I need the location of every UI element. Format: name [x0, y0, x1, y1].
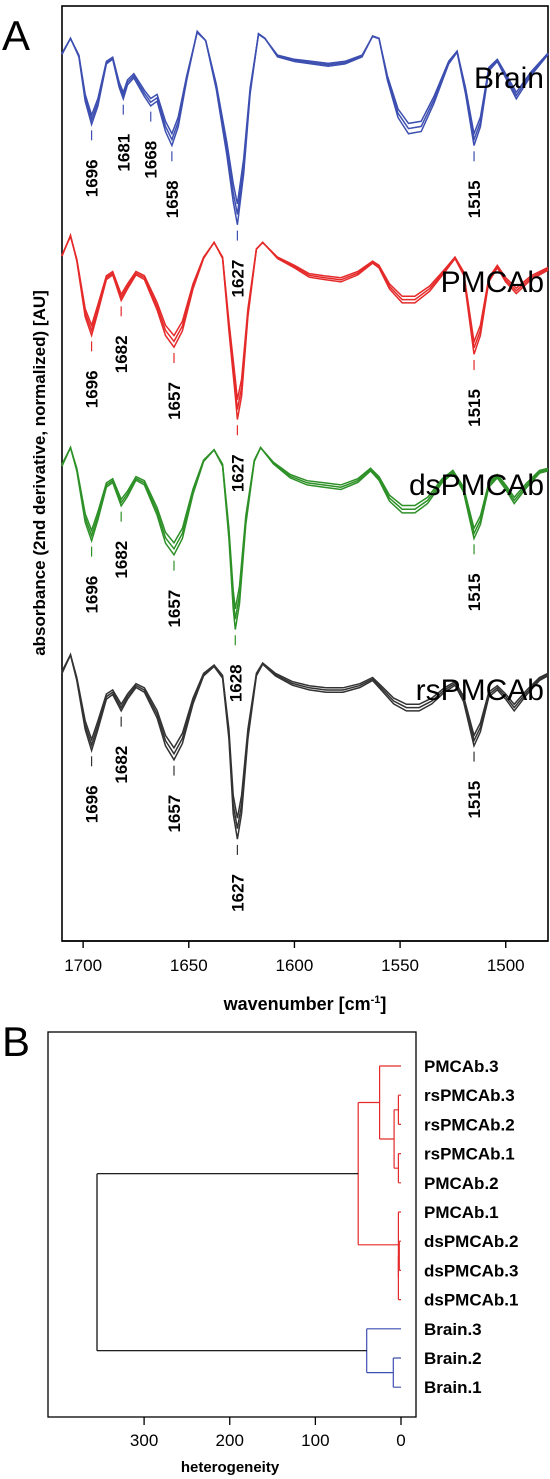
series-line-pmcab-replicate-2 [61, 233, 549, 410]
panel-a-y-axis-label: absorbance (2nd derivative, normalized) … [30, 290, 49, 656]
peak-label-dspmcab-1515: 1515 [465, 573, 484, 611]
panel-letter-b: B [2, 1018, 30, 1065]
peak-label-brain-1668: 1668 [142, 141, 161, 179]
peak-label-rspmcab-1696: 1696 [83, 785, 102, 823]
series-line-brain-replicate-1 [61, 30, 549, 205]
peak-label-pmcab-1682: 1682 [112, 335, 131, 373]
dendrogram-link-m11 [96, 1173, 367, 1352]
series-rspmcab: rsPMCAb 1696 1682 1657 1627 1515 [61, 652, 549, 912]
peak-label-pmcab-1515: 1515 [465, 389, 484, 427]
series-line-pmcab-replicate-1 [61, 234, 549, 400]
peak-label-brain-1658: 1658 [163, 180, 182, 218]
dendrogram-link-m9 [392, 1357, 401, 1388]
peak-label-dspmcab-1682: 1682 [112, 541, 131, 579]
series-label-dspmcab: dsPMCAb [409, 469, 544, 502]
peak-label-rspmcab-1515: 1515 [465, 781, 484, 819]
peak-label-brain-1696: 1696 [83, 159, 102, 197]
peak-label-brain-1681: 1681 [114, 134, 133, 172]
x-tick-label-1700: 1700 [64, 956, 102, 975]
panel-b-x-axis-label: heterogeneity [181, 1459, 280, 1476]
b-x-tick-label-0: 0 [396, 1431, 405, 1450]
peak-label-dspmcab-1657: 1657 [165, 590, 184, 628]
b-x-tick-label-300: 300 [130, 1431, 158, 1450]
dendrogram-link-m8 [357, 1101, 399, 1246]
peak-label-rspmcab-1627: 1627 [228, 874, 247, 912]
leaf-label-dspmcab-2: dsPMCAb.2 [424, 1232, 518, 1251]
b-x-tick-label-100: 100 [301, 1431, 329, 1450]
x-tick-label-1650: 1650 [170, 956, 208, 975]
panel-b-dendrogram: PMCAb.3 rsPMCAb.3 rsPMCAb.2 rsPMCAb.1 PMCAb.… [96, 1057, 518, 1397]
peak-label-rspmcab-1682: 1682 [112, 746, 131, 784]
dendrogram-link-m3 [393, 1109, 399, 1169]
dendrogram-link-m2 [397, 1153, 401, 1184]
leaf-label-rspmcab-2: rsPMCAb.2 [424, 1115, 515, 1134]
series-label-pmcab: PMCAb [441, 266, 544, 299]
leaf-label-rspmcab-1: rsPMCAb.1 [424, 1145, 515, 1164]
series-line-pmcab-replicate-3 [61, 232, 549, 420]
panel-a-x-axis-label: wavenumber [cm-1] [223, 994, 387, 1014]
x-tick-label-1600: 1600 [276, 956, 314, 975]
series-dspmcab: dsPMCAb 1696 1682 1657 1628 1515 [61, 445, 549, 702]
x-tick-label-1500: 1500 [487, 956, 525, 975]
leaf-label-pmcab-3: PMCAb.3 [424, 1057, 499, 1076]
panel-b-x-axis: 300 200 100 0 [130, 1417, 406, 1450]
panel-a-x-axis: 1700 1650 1600 1550 1500 [62, 940, 548, 975]
dendrogram-link-m4 [379, 1065, 401, 1140]
leaf-label-brain-1: Brain.1 [424, 1378, 482, 1397]
leaf-label-brain-2: Brain.2 [424, 1349, 482, 1368]
panel-b-frame [47, 1031, 417, 1418]
peak-label-dspmcab-1628: 1628 [226, 664, 245, 702]
series-line-dspmcab-replicate-3 [61, 445, 549, 630]
leaf-label-dspmcab-1: dsPMCAb.1 [424, 1291, 518, 1310]
series-label-brain: Brain [474, 62, 544, 95]
peak-label-rspmcab-1657: 1657 [165, 795, 184, 833]
leaf-label-pmcab-1: PMCAb.1 [424, 1203, 499, 1222]
peak-label-brain-1627: 1627 [228, 260, 247, 298]
leaf-label-pmcab-2: PMCAb.2 [424, 1174, 499, 1193]
series-pmcab: PMCAb 1696 1682 1657 1627 1515 [61, 232, 549, 492]
dendrogram-link-m1 [397, 1094, 401, 1125]
leaf-label-rspmcab-3: rsPMCAb.3 [424, 1086, 515, 1105]
panel-letter-a: A [2, 12, 30, 59]
b-x-tick-label-200: 200 [216, 1431, 244, 1450]
series-line-rspmcab-replicate-3 [61, 652, 549, 840]
peak-label-pmcab-1627: 1627 [228, 454, 247, 492]
series-line-brain-replicate-3 [61, 29, 549, 225]
leaf-label-brain-3: Brain.3 [424, 1320, 482, 1339]
peak-label-brain-1515: 1515 [465, 180, 484, 218]
dendrogram-link-m5 [398, 1240, 401, 1271]
peak-label-pmcab-1657: 1657 [165, 382, 184, 420]
peak-label-dspmcab-1696: 1696 [83, 576, 102, 614]
leaf-label-dspmcab-3: dsPMCAb.3 [424, 1261, 518, 1280]
x-tick-label-1550: 1550 [381, 956, 419, 975]
dendrogram-link-m10 [366, 1328, 401, 1374]
series-label-rspmcab: rsPMCAb [416, 674, 544, 707]
peak-label-pmcab-1696: 1696 [83, 370, 102, 408]
